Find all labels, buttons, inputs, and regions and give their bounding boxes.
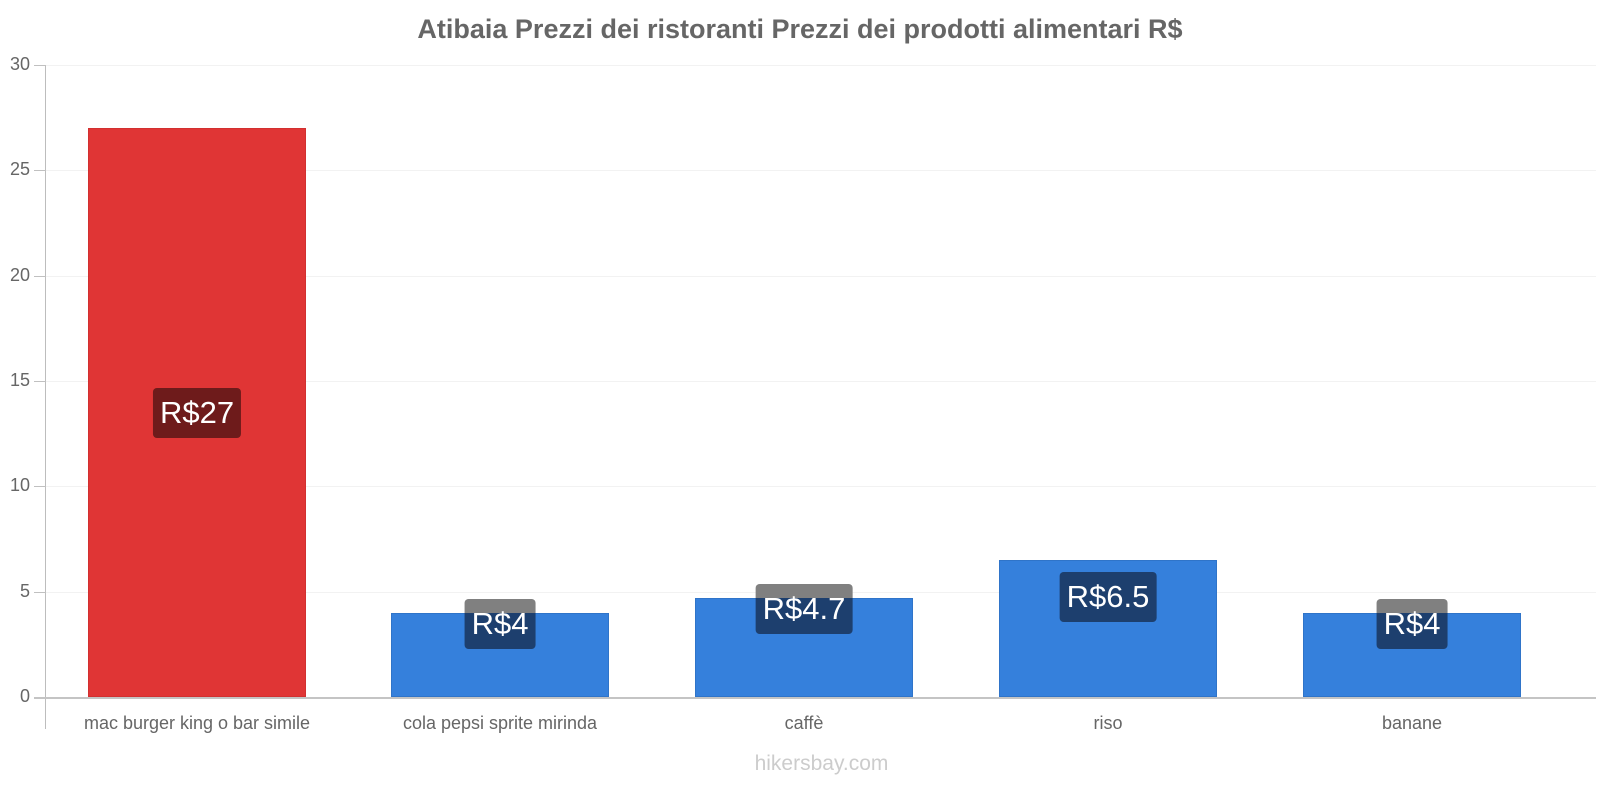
bar-value-label: R$6.5 bbox=[1059, 572, 1157, 623]
y-tick-label: 20 bbox=[9, 265, 30, 285]
x-tick-label: caffè bbox=[784, 713, 824, 733]
y-tick-mark bbox=[34, 65, 46, 66]
y-tick-mark bbox=[34, 170, 46, 171]
y-tick-mark bbox=[34, 276, 46, 277]
x-tick-label: riso bbox=[1093, 713, 1123, 733]
y-axis-line bbox=[45, 65, 46, 729]
x-axis-line bbox=[34, 697, 1596, 699]
y-tick-mark bbox=[34, 592, 46, 593]
watermark: hikersbay.com bbox=[754, 752, 889, 775]
y-tick-label: 5 bbox=[19, 581, 30, 601]
y-tick-label: 10 bbox=[9, 475, 30, 495]
y-tick-label: 15 bbox=[9, 370, 30, 390]
y-tick-mark bbox=[34, 381, 46, 382]
y-tick-label: 30 bbox=[9, 54, 30, 74]
bar-value-label: R$4 bbox=[1376, 598, 1448, 649]
bar-value-label: R$4 bbox=[464, 598, 536, 649]
gridline bbox=[46, 65, 1596, 66]
y-tick-mark bbox=[34, 486, 46, 487]
gridline bbox=[46, 276, 1596, 277]
x-tick-label: cola pepsi sprite mirinda bbox=[402, 713, 598, 733]
x-tick-label: mac burger king o bar simile bbox=[83, 713, 311, 733]
bar-value-label: R$27 bbox=[152, 387, 242, 438]
gridline bbox=[46, 381, 1596, 382]
gridline bbox=[46, 486, 1596, 487]
bar-cola-pepsi-sprite-mirinda[interactable] bbox=[391, 612, 609, 697]
bar-value-label: R$4.7 bbox=[755, 583, 853, 634]
x-tick-label: banane bbox=[1381, 713, 1443, 733]
chart-title: Atibaia Prezzi dei ristoranti Prezzi dei… bbox=[417, 14, 1183, 44]
gridline bbox=[46, 170, 1596, 171]
y-tick-label: 0 bbox=[19, 686, 30, 706]
y-tick-label: 25 bbox=[9, 159, 30, 179]
